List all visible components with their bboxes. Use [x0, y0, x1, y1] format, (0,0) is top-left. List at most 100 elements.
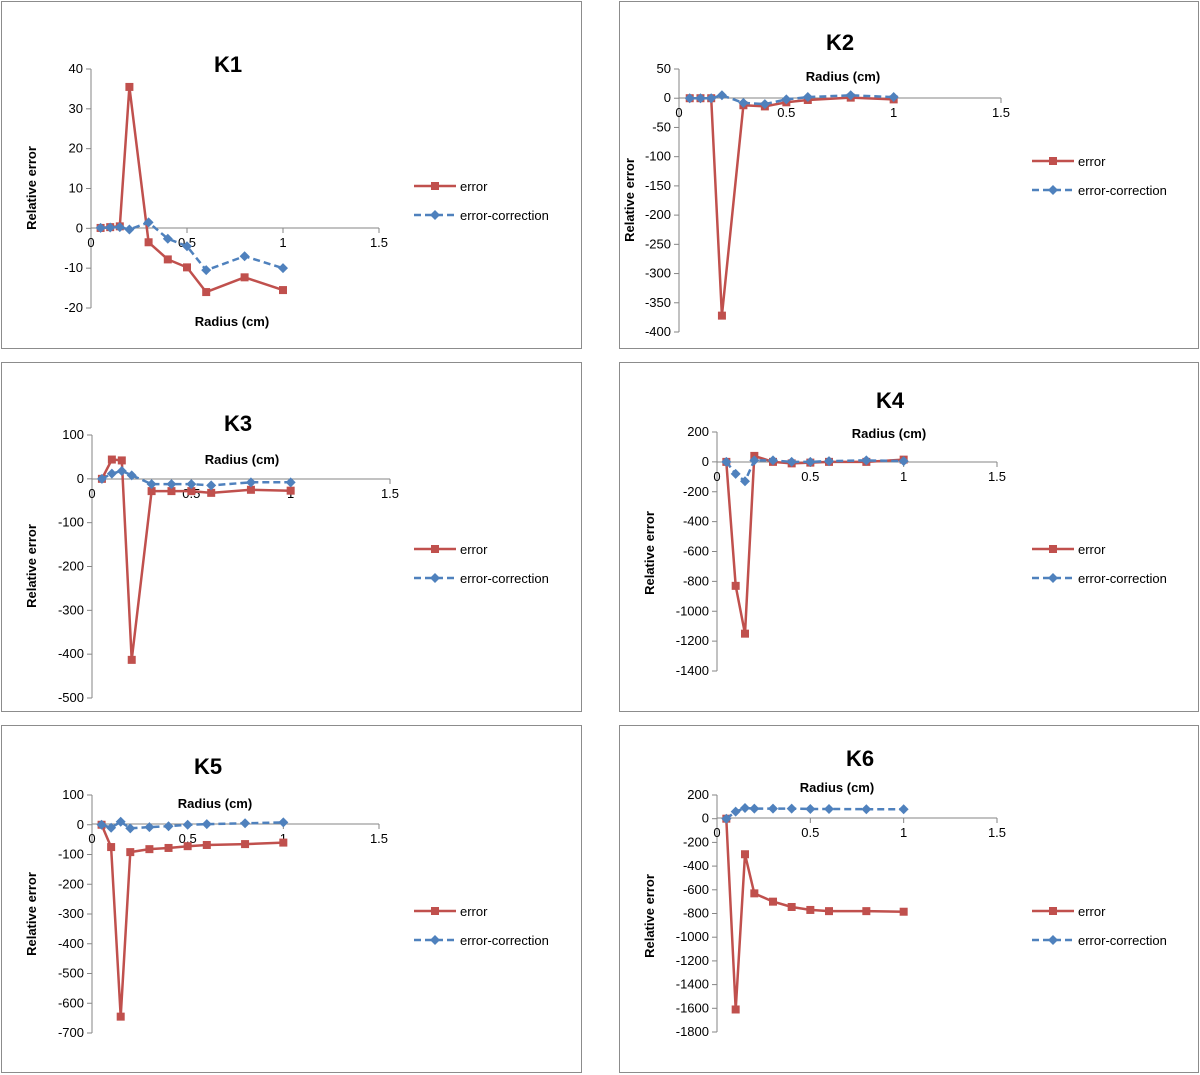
data-point-error-correction: [740, 476, 750, 487]
data-point-error: [279, 286, 287, 295]
data-point-error-correction: [824, 803, 834, 814]
y-tick-label: -400: [683, 514, 709, 529]
y-tick-label: -20: [64, 300, 83, 315]
y-tick-label: -200: [683, 834, 709, 849]
x-tick-label: 1: [900, 825, 907, 840]
y-tick-label: 200: [687, 424, 709, 439]
data-point-error-correction: [786, 803, 797, 814]
y-tick-label: -500: [58, 690, 84, 705]
legend-label-error-correction: error-correction: [1078, 933, 1167, 948]
x-tick-label: 0: [713, 825, 720, 840]
y-axis-label: Relative error: [24, 524, 39, 608]
data-point-error-correction: [802, 92, 813, 103]
y-tick-label: -200: [58, 559, 84, 574]
chart-svg: 50 0 -50 -100 -150 -200 -250 -300 -350 -400 0 0.5 1 1…: [622, 30, 1167, 339]
chart-title: K5: [194, 754, 222, 779]
y-tick-label: -50: [652, 119, 671, 134]
data-point-error-correction: [201, 819, 212, 830]
y-tick-label: 200: [687, 787, 709, 802]
y-tick-label: 0: [77, 817, 84, 832]
data-point-error-correction: [730, 468, 741, 479]
chart-title: K3: [224, 411, 252, 436]
y-tick-label: -600: [683, 882, 709, 897]
data-point-error: [126, 848, 135, 857]
x-axis-label: Radius (cm): [806, 69, 880, 84]
data-point-error: [741, 850, 749, 859]
legend-marker-error: [1049, 545, 1057, 553]
x-tick-label: 1.5: [370, 235, 388, 250]
y-tick-label: 0: [702, 811, 709, 826]
data-point-error: [899, 907, 908, 916]
y-tick-label: -800: [683, 906, 709, 921]
series-line-error: [100, 824, 284, 1018]
data-point-error-correction: [759, 99, 770, 110]
data-point-error: [183, 842, 192, 851]
chart-svg: 200 0 -200 -400 -600 -800 -1000 -1200 -1400 0 0.5 1…: [642, 388, 1167, 678]
data-point-error-correction: [749, 455, 760, 466]
data-point-error-correction: [845, 90, 856, 101]
chart-svg: 1000-100-200-300-400-50000.511.5K3Radius…: [24, 411, 549, 705]
series-line-error: [100, 85, 284, 294]
x-tick-label: 0.5: [179, 831, 197, 846]
chart-title: K4: [876, 388, 905, 413]
x-axis-label: Radius (cm): [205, 452, 279, 467]
data-point-error-correction: [114, 222, 125, 233]
legend-label-error: error: [460, 904, 488, 919]
chart-title: K6: [846, 746, 874, 771]
x-tick-label: 0.5: [777, 105, 795, 120]
data-point-error: [164, 843, 173, 852]
x-tick-label: 0: [87, 235, 94, 250]
data-point-error-correction: [721, 456, 732, 467]
data-point-error-correction: [824, 456, 834, 467]
legend-marker-error-correction: [430, 210, 440, 220]
chart-title: K2: [826, 30, 854, 55]
data-point-error-correction: [206, 480, 217, 491]
data-point-error-correction: [186, 479, 197, 490]
data-point-error: [116, 1012, 125, 1021]
data-point-error-correction: [182, 241, 192, 252]
legend-marker-error: [431, 545, 439, 553]
data-point-error: [107, 455, 116, 464]
data-point-error: [144, 238, 153, 247]
legend-label-error-correction: error-correction: [1078, 183, 1167, 198]
y-tick-label: 0: [664, 90, 671, 105]
data-point-error-correction: [888, 92, 899, 103]
x-tick-label: 1: [890, 105, 897, 120]
legend-label-error: error: [460, 179, 488, 194]
y-tick-label: 0: [77, 471, 84, 486]
data-point-error-correction: [278, 263, 288, 274]
y-tick-label: -300: [645, 266, 671, 281]
x-tick-label: 1.5: [992, 105, 1010, 120]
legend-label-error-correction: error-correction: [1078, 571, 1167, 586]
y-tick-label: -150: [645, 178, 671, 193]
series-line-error-correction: [101, 820, 284, 830]
legend-marker-error-correction: [1048, 935, 1058, 945]
y-tick-label: -250: [645, 236, 671, 251]
x-tick-label: 1.5: [381, 486, 399, 501]
data-point-error: [279, 838, 288, 847]
data-point-error-correction: [146, 479, 157, 490]
data-point-error-correction: [201, 265, 212, 276]
y-tick-label: -1600: [676, 1000, 709, 1015]
y-tick-label: -700: [58, 1025, 84, 1040]
y-tick-label: 100: [62, 427, 84, 442]
y-tick-label: -600: [58, 995, 84, 1010]
series-line-error: [725, 818, 904, 1011]
legend-marker-error: [431, 907, 439, 915]
data-point-error-correction: [96, 819, 107, 830]
data-point-error-correction: [898, 456, 909, 467]
y-tick-label: -200: [683, 484, 709, 499]
chart-panel-k5: 100 0 -100 -200 -300 -400 -500 -600 -700 0 0.5 1 1.5…: [1, 725, 582, 1073]
data-point-error: [286, 486, 295, 495]
y-axis-label: Relative error: [642, 874, 657, 958]
data-point-error: [127, 655, 136, 664]
data-point-error-correction: [245, 477, 256, 488]
data-point-error: [241, 840, 250, 849]
y-tick-label: -1000: [676, 929, 709, 944]
y-tick-label: -400: [645, 324, 671, 339]
y-tick-label: 100: [62, 787, 84, 802]
data-point-error: [145, 845, 154, 854]
y-tick-label: -300: [58, 602, 84, 617]
data-point-error-correction: [125, 823, 136, 834]
